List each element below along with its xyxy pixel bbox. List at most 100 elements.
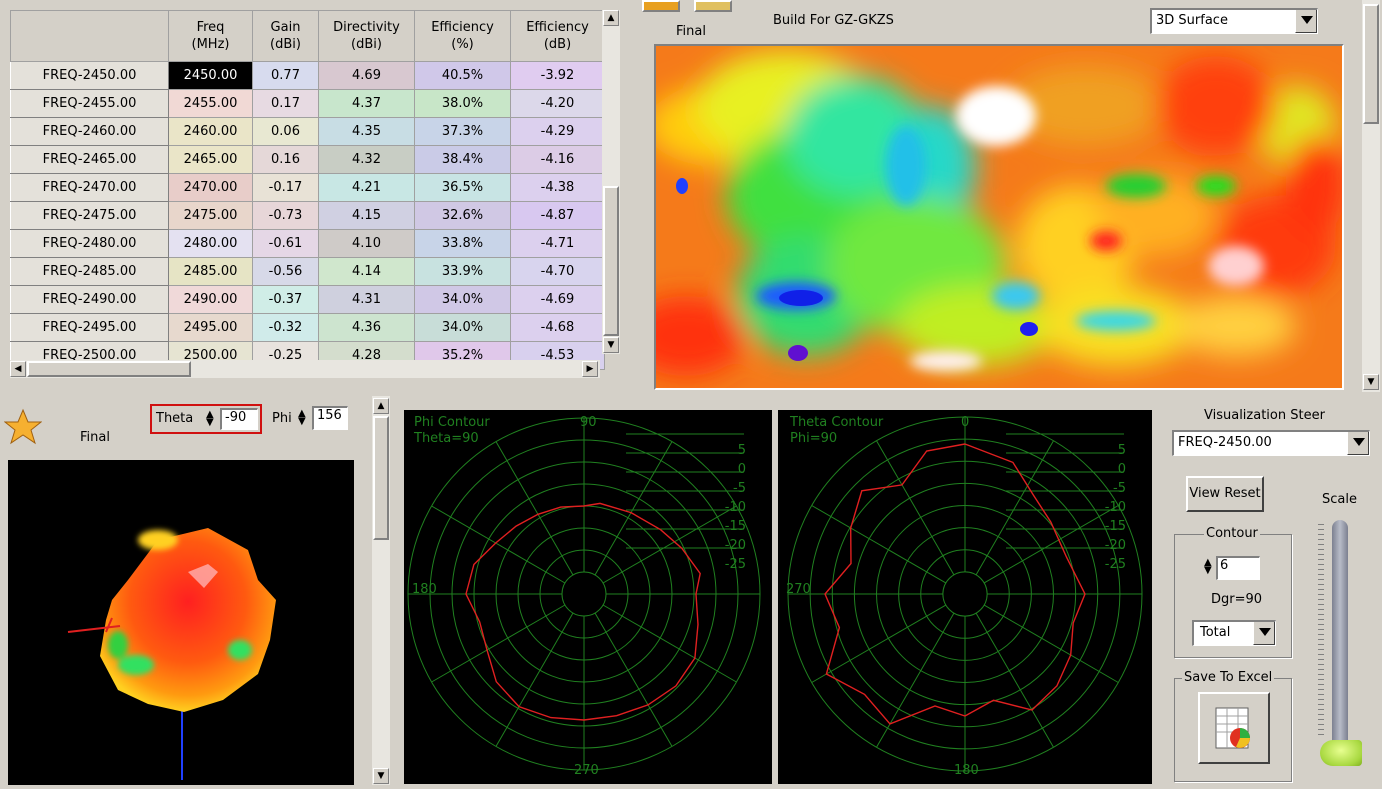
column-header-efficiency-pct[interactable]: Efficiency (%) [414, 10, 511, 62]
contour-spinner-icon[interactable]: ▲ ▼ [1204, 557, 1212, 576]
table-row[interactable]: FREQ-2495.00 2495.00 -0.32 4.36 34.0% -4.68 [10, 313, 605, 342]
row-header-button[interactable]: FREQ-2475.00 [10, 201, 169, 230]
pattern3d-vertical-scrollbar[interactable]: ▲ ▼ [372, 396, 390, 785]
table-row[interactable]: FREQ-2465.00 2465.00 0.16 4.32 38.4% -4.16 [10, 145, 605, 174]
cell-gain[interactable]: -0.37 [252, 285, 319, 314]
cell-dir[interactable]: 4.35 [318, 117, 415, 146]
view-mode-select[interactable]: 3D Surface [1150, 8, 1318, 34]
cell-gain[interactable]: 0.16 [252, 145, 319, 174]
cell-dir[interactable]: 4.36 [318, 313, 415, 342]
table-vertical-scrollbar[interactable]: ▲ ▼ [602, 10, 620, 354]
cell-gain[interactable]: -0.73 [252, 201, 319, 230]
scroll-thumb[interactable] [603, 186, 619, 336]
surface-plot[interactable] [626, 44, 1346, 390]
cell-freq[interactable]: 2480.00 [168, 229, 253, 258]
save-to-excel-button[interactable] [1198, 692, 1270, 764]
cell-eff[interactable]: 38.4% [414, 145, 511, 174]
chevron-down-icon[interactable] [1253, 622, 1275, 645]
column-header-gain[interactable]: Gain (dBi) [252, 10, 319, 62]
cell-eff[interactable]: 37.3% [414, 117, 511, 146]
table-row[interactable]: FREQ-2485.00 2485.00 -0.56 4.14 33.9% -4.70 [10, 257, 605, 286]
cell-effdb[interactable]: -3.92 [510, 61, 605, 90]
column-header-efficiency-db[interactable]: Efficiency (dB) [510, 10, 605, 62]
cell-effdb[interactable]: -4.38 [510, 173, 605, 202]
cell-effdb[interactable]: -4.69 [510, 285, 605, 314]
row-header-button[interactable]: FREQ-2485.00 [10, 257, 169, 286]
cell-gain[interactable]: 0.77 [252, 61, 319, 90]
scroll-down-button[interactable]: ▼ [603, 337, 619, 353]
scroll-thumb[interactable] [1363, 4, 1379, 124]
scroll-right-button[interactable]: ▶ [582, 361, 598, 377]
theta-input[interactable]: -90 [220, 408, 258, 430]
cell-eff[interactable]: 34.0% [414, 313, 511, 342]
cell-freq[interactable]: 2485.00 [168, 257, 253, 286]
cell-gain[interactable]: -0.17 [252, 173, 319, 202]
row-header-button[interactable]: FREQ-2480.00 [10, 229, 169, 258]
table-row[interactable]: FREQ-2450.00 2450.00 0.77 4.69 40.5% -3.92 [10, 61, 605, 90]
phi-input[interactable]: 156 [312, 406, 348, 430]
theta-contour-chart[interactable]: Theta Contour Phi=90 0 270 180 5 0 -5 -10 -1… [778, 410, 1152, 784]
cell-gain[interactable]: 0.06 [252, 117, 319, 146]
scale-thumb[interactable] [1320, 740, 1362, 766]
cell-eff[interactable]: 40.5% [414, 61, 511, 90]
cell-eff[interactable]: 38.0% [414, 89, 511, 118]
table-row[interactable]: FREQ-2490.00 2490.00 -0.37 4.31 34.0% -4.69 [10, 285, 605, 314]
row-header-button[interactable]: FREQ-2465.00 [10, 145, 169, 174]
cell-freq[interactable]: 2450.00 [168, 61, 253, 90]
scroll-down-button[interactable]: ▼ [1363, 374, 1379, 390]
cell-dir[interactable]: 4.14 [318, 257, 415, 286]
cell-freq[interactable]: 2460.00 [168, 117, 253, 146]
scroll-thumb[interactable] [373, 416, 389, 540]
table-row[interactable]: FREQ-2455.00 2455.00 0.17 4.37 38.0% -4.20 [10, 89, 605, 118]
row-header-button[interactable]: FREQ-2490.00 [10, 285, 169, 314]
cell-dir[interactable]: 4.69 [318, 61, 415, 90]
scroll-h-thumb[interactable] [27, 361, 191, 377]
scroll-down-button[interactable]: ▼ [373, 768, 389, 784]
cell-effdb[interactable]: -4.68 [510, 313, 605, 342]
cell-dir[interactable]: 4.15 [318, 201, 415, 230]
row-header-button[interactable]: FREQ-2470.00 [10, 173, 169, 202]
table-row[interactable]: FREQ-2480.00 2480.00 -0.61 4.10 33.8% -4.71 [10, 229, 605, 258]
star-icon[interactable] [3, 408, 43, 446]
cell-effdb[interactable]: -4.20 [510, 89, 605, 118]
scroll-left-button[interactable]: ◀ [10, 361, 26, 377]
table-row[interactable]: FREQ-2470.00 2470.00 -0.17 4.21 36.5% -4.38 [10, 173, 605, 202]
cell-dir[interactable]: 4.31 [318, 285, 415, 314]
cell-eff[interactable]: 34.0% [414, 285, 511, 314]
contour-input[interactable]: 6 [1216, 556, 1260, 580]
cell-dir[interactable]: 4.21 [318, 173, 415, 202]
scroll-up-button[interactable]: ▲ [373, 398, 389, 414]
column-header-freq[interactable]: Freq (MHz) [168, 10, 253, 62]
cell-dir[interactable]: 4.37 [318, 89, 415, 118]
cell-eff[interactable]: 33.9% [414, 257, 511, 286]
cell-freq[interactable]: 2495.00 [168, 313, 253, 342]
row-header-button[interactable]: FREQ-2460.00 [10, 117, 169, 146]
cell-effdb[interactable]: -4.70 [510, 257, 605, 286]
row-header-button[interactable]: FREQ-2495.00 [10, 313, 169, 342]
cell-gain[interactable]: -0.56 [252, 257, 319, 286]
cell-freq[interactable]: 2470.00 [168, 173, 253, 202]
total-select[interactable]: Total [1192, 620, 1276, 646]
view-reset-button[interactable]: View Reset [1186, 476, 1264, 512]
cell-freq[interactable]: 2455.00 [168, 89, 253, 118]
cell-gain[interactable]: -0.61 [252, 229, 319, 258]
phi-contour-chart[interactable]: Phi Contour Theta=90 90 180 270 5 0 -5 -10 -… [404, 410, 772, 784]
chevron-down-icon[interactable] [1295, 10, 1317, 33]
cell-effdb[interactable]: -4.29 [510, 117, 605, 146]
cell-gain[interactable]: -0.32 [252, 313, 319, 342]
row-header-button[interactable]: FREQ-2455.00 [10, 89, 169, 118]
cell-freq[interactable]: 2465.00 [168, 145, 253, 174]
cell-dir[interactable]: 4.32 [318, 145, 415, 174]
chevron-down-icon[interactable] [1347, 432, 1369, 455]
chart-toggle-icon[interactable] [694, 0, 732, 12]
cell-dir[interactable]: 4.10 [318, 229, 415, 258]
pattern3d-viewport[interactable] [8, 460, 354, 785]
table-horizontal-scrollbar[interactable]: ◀ ▶ [10, 360, 600, 378]
surface-vertical-scrollbar[interactable]: ▼ [1362, 0, 1380, 392]
cell-effdb[interactable]: -4.71 [510, 229, 605, 258]
cell-freq[interactable]: 2475.00 [168, 201, 253, 230]
cell-freq[interactable]: 2490.00 [168, 285, 253, 314]
table-row[interactable]: FREQ-2460.00 2460.00 0.06 4.35 37.3% -4.29 [10, 117, 605, 146]
table-row[interactable]: FREQ-2475.00 2475.00 -0.73 4.15 32.6% -4.87 [10, 201, 605, 230]
cell-gain[interactable]: 0.17 [252, 89, 319, 118]
